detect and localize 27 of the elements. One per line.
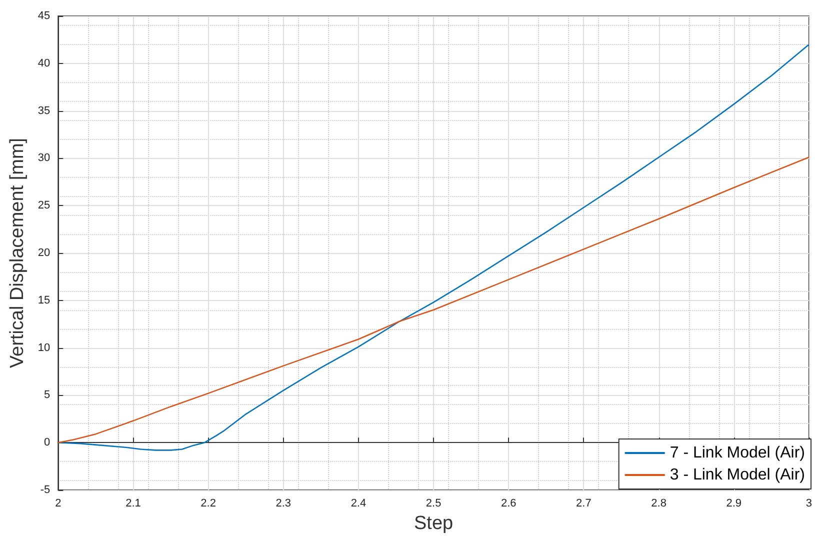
x-tick-label: 2.3 bbox=[276, 498, 292, 510]
legend-label: 7 - Link Model (Air) bbox=[670, 444, 806, 462]
x-tick-label: 2 bbox=[55, 498, 62, 510]
y-tick-label: 10 bbox=[38, 342, 50, 354]
x-tick-label: 2.5 bbox=[426, 498, 442, 510]
y-axis-title: Vertical Displacement [mm] bbox=[7, 138, 28, 368]
y-tick-label: 40 bbox=[38, 57, 50, 70]
x-tick-label: 2.9 bbox=[726, 498, 742, 510]
y-tick-label: 5 bbox=[44, 389, 50, 402]
x-tick-label: 2.8 bbox=[651, 498, 666, 510]
x-tick-label: 2.7 bbox=[576, 498, 592, 510]
y-tick-label: 35 bbox=[38, 104, 50, 117]
y-tick-label: -5 bbox=[40, 484, 50, 496]
y-tick-label: 45 bbox=[38, 10, 50, 22]
y-tick-label: 0 bbox=[44, 436, 50, 449]
y-tick-label: 25 bbox=[38, 200, 50, 212]
y-tick-label: 20 bbox=[38, 247, 50, 259]
y-tick-label: 30 bbox=[38, 152, 50, 164]
x-tick-label: 2.4 bbox=[350, 498, 366, 510]
line-series bbox=[57, 156, 810, 444]
x-tick-label: 3 bbox=[806, 498, 812, 510]
x-tick-label: 2.1 bbox=[126, 498, 141, 510]
x-tick-label: 2.2 bbox=[200, 498, 216, 510]
y-tick-label: 15 bbox=[38, 294, 50, 306]
x-axis-title: Step bbox=[414, 513, 454, 534]
legend-label: 3 - Link Model (Air) bbox=[670, 466, 806, 484]
x-tick-label: 2.6 bbox=[500, 498, 516, 510]
